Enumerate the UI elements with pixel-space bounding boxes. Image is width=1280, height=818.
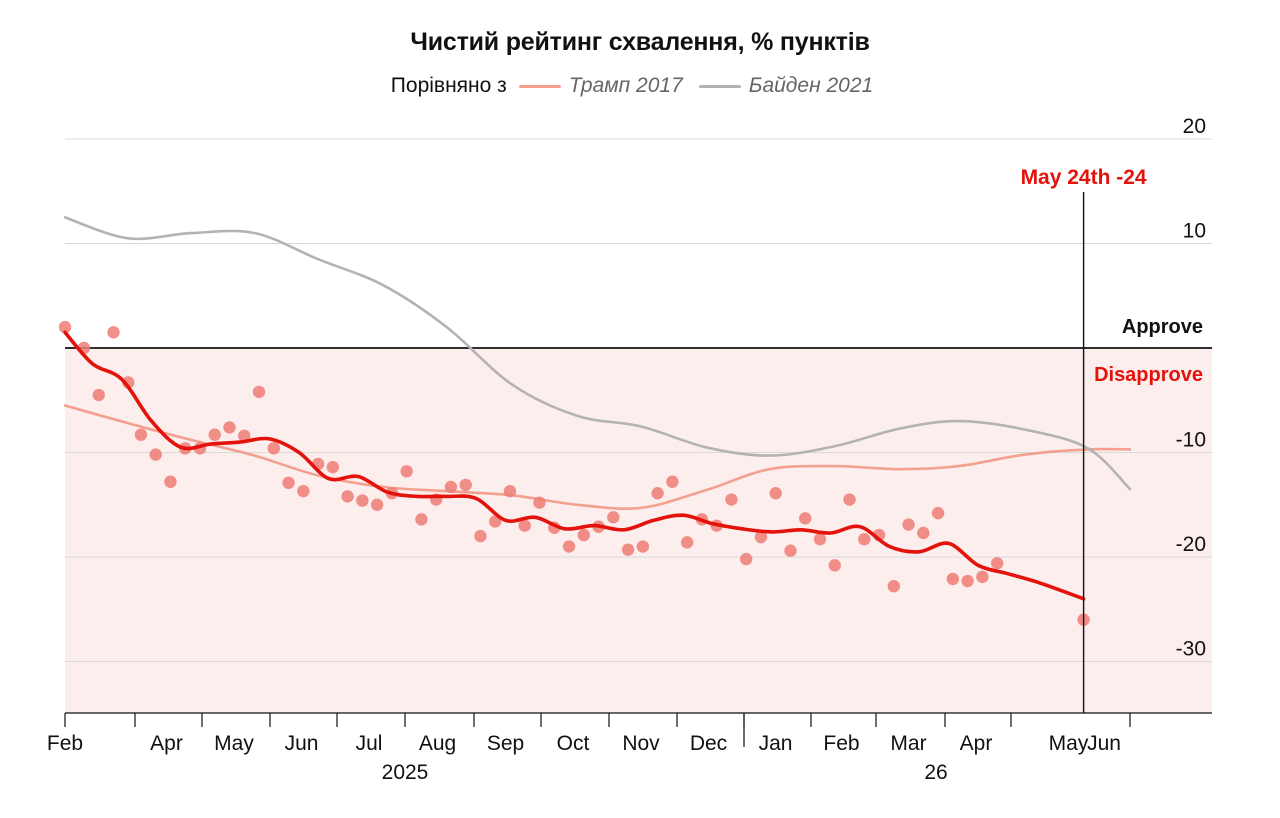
poll-point (754, 530, 768, 544)
x-tick-label: Feb (47, 732, 83, 755)
x-tick-label: Mar (890, 732, 926, 755)
y-tick-label: -10 (1176, 429, 1206, 452)
legend-label-biden: Байден 2021 (748, 74, 874, 97)
poll-point (799, 512, 812, 525)
x-tick-label: May (1049, 732, 1089, 755)
poll-point (208, 428, 221, 441)
series-line-trump-2017 (63, 404, 1132, 511)
poll-point (459, 478, 472, 492)
x-tick-label: May (214, 732, 254, 755)
legend-item-trump: Трамп 2017 (518, 74, 683, 98)
poll-point (607, 511, 620, 524)
poll-point (164, 475, 177, 488)
x-tick-label: Feb (823, 732, 859, 755)
poll-point (621, 543, 635, 556)
poll-point (149, 448, 162, 461)
annotation-label: May 24th -24 (1021, 166, 1147, 189)
poll-point (828, 559, 841, 572)
x-tick-label: Dec (690, 732, 727, 755)
x-tick-label: Apr (150, 732, 183, 755)
approve-label: Approve (1122, 316, 1203, 338)
poll-point (92, 388, 105, 402)
y-tick-label: -20 (1176, 533, 1206, 556)
poll-point (651, 487, 664, 500)
year-label: 26 (924, 761, 947, 784)
x-tick-label: Sep (487, 732, 524, 755)
poll-point (341, 490, 354, 503)
x-tick-label: Apr (960, 732, 993, 755)
poll-point (503, 484, 517, 498)
poll-point (680, 536, 694, 549)
poll-point (858, 533, 871, 546)
legend-lead: Порівняно з (390, 74, 507, 97)
x-tick-label: Nov (622, 732, 660, 755)
poll-point (917, 526, 930, 540)
poll-point (223, 421, 236, 434)
y-tick-label: 10 (1183, 220, 1206, 243)
poll-point (769, 487, 782, 500)
poll-point (518, 519, 531, 532)
trend-line (63, 330, 1086, 601)
poll-point (666, 475, 679, 488)
poll-point (400, 465, 413, 478)
legend-swatch-biden (698, 84, 741, 88)
poll-point (326, 460, 340, 474)
disapprove-label: Disapprove (1094, 364, 1203, 386)
poll-point (267, 442, 280, 455)
poll-point (902, 518, 915, 531)
series-line-biden-2021 (63, 216, 1132, 491)
poll-point (489, 515, 502, 528)
poll-point (134, 428, 148, 441)
poll-point (976, 570, 989, 584)
x-tick-label: Aug (419, 732, 456, 755)
chart-title: Чистий рейтинг схвалення, % пунктів (410, 28, 870, 56)
poll-point (577, 528, 590, 542)
poll-point (739, 552, 753, 566)
legend: Порівняно з Трамп 2017 Байден 2021 (0, 74, 1280, 98)
year-label: 2025 (382, 761, 429, 784)
poll-point (636, 540, 650, 553)
poll-point (107, 326, 120, 339)
poll-point (843, 493, 856, 506)
poll-point (813, 533, 827, 546)
x-tick-label: Jan (759, 732, 793, 755)
x-tick-label: Jun (285, 732, 319, 755)
poll-point (58, 320, 72, 334)
legend-label-trump: Трамп 2017 (568, 74, 683, 97)
poll-point (725, 493, 738, 506)
poll-point (784, 544, 797, 557)
poll-point (370, 498, 384, 511)
poll-point (252, 385, 266, 399)
poll-point (238, 429, 251, 442)
poll-point (415, 513, 428, 526)
y-tick-label: 20 (1183, 115, 1206, 138)
poll-point (931, 506, 945, 520)
poll-point (297, 484, 310, 498)
poll-point (444, 480, 458, 494)
poll-point (282, 476, 295, 490)
poll-point (887, 580, 901, 593)
y-tick-label: -30 (1176, 638, 1206, 661)
poll-point (356, 494, 369, 507)
x-tick-label: Jun (1087, 732, 1121, 755)
poll-point (961, 574, 974, 588)
poll-point (562, 540, 576, 553)
legend-item-biden: Байден 2021 (698, 74, 874, 98)
poll-point (946, 572, 960, 586)
x-tick-label: Jul (356, 732, 383, 755)
poll-point (474, 529, 487, 543)
disapprove-band (65, 348, 1212, 713)
poll-point (990, 557, 1004, 570)
x-tick-label: Oct (557, 732, 590, 755)
legend-swatch-trump (518, 84, 561, 88)
poll-point (533, 496, 546, 509)
